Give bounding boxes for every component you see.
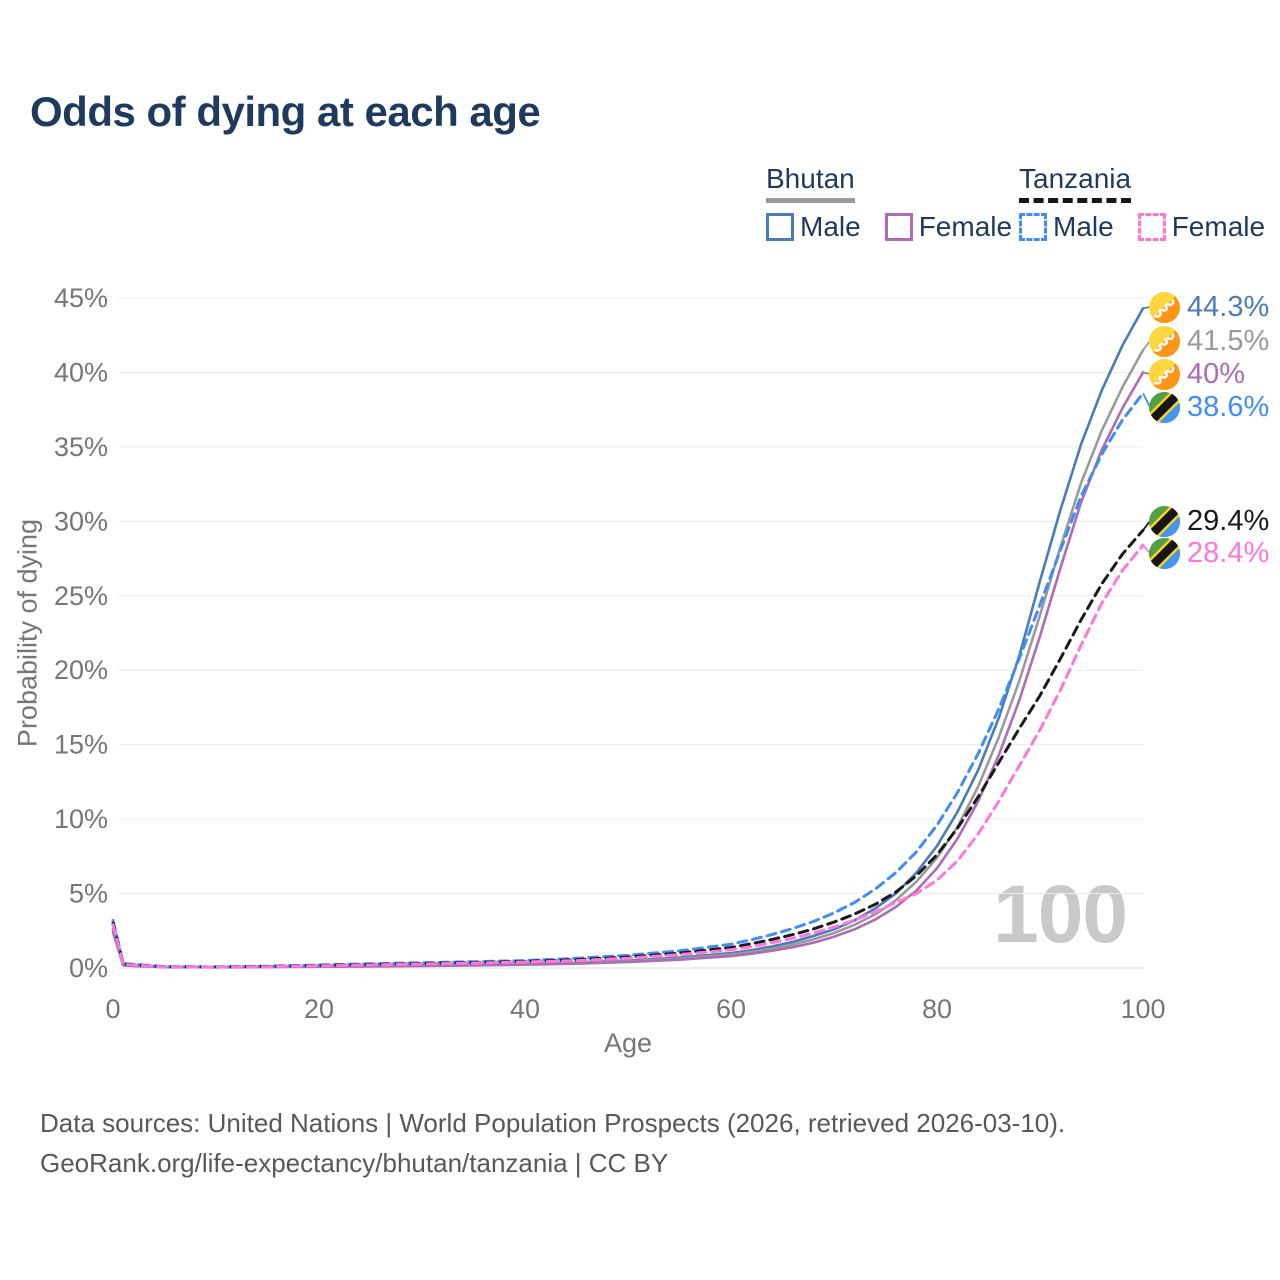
y-tick-label: 35% [54, 432, 108, 462]
end-label-value: 29.4% [1187, 504, 1270, 537]
end-label-tanzania-male: 38.6% [1149, 391, 1269, 423]
bhutan-flag-icon [1149, 358, 1180, 390]
bhutan-flag-icon [1149, 325, 1180, 357]
page-title: Odds of dying at each age [30, 88, 541, 135]
series-line-tanzania-male [111, 391, 1145, 969]
age-counter-watermark: 100 [993, 869, 1128, 960]
end-label-bhutan-female: 40% [1149, 358, 1245, 390]
end-label-bhutan-male: 44.3% [1149, 291, 1269, 323]
x-tick-label: 80 [922, 994, 952, 1024]
footer-data-sources: Data sources: United Nations | World Pop… [40, 1108, 1066, 1138]
legend-item-bhutan-female[interactable]: Female [884, 211, 1013, 243]
end-label-value: 40% [1187, 357, 1246, 390]
legend-label-tanzania-female: Female [1171, 211, 1266, 242]
bhutan-flag-icon [1149, 291, 1180, 323]
x-axis-title: Age [603, 1028, 653, 1058]
legend-header-tanzania: Tanzania [1019, 163, 1132, 203]
end-label-value: 44.3% [1187, 290, 1270, 323]
y-tick-label: 40% [54, 357, 108, 387]
bhutan-male-swatch-icon [766, 213, 794, 241]
y-axis-title: Probability of dying [12, 518, 43, 748]
x-tick-label: 40 [510, 994, 540, 1024]
series-line-tanzania-female [111, 543, 1145, 969]
series-line-bhutan-male [111, 307, 1145, 969]
x-tick-label: 100 [1120, 994, 1165, 1024]
y-tick-label: 0% [69, 953, 108, 983]
tanzania-male-swatch-icon [1019, 213, 1047, 241]
y-tick-label: 45% [54, 283, 108, 313]
legend-label-bhutan-female: Female [918, 211, 1013, 242]
x-tick-label: 60 [716, 994, 746, 1024]
y-tick-label: 10% [54, 804, 108, 834]
end-label-value: 28.4% [1187, 536, 1270, 569]
legend-label-bhutan-male: Male [800, 211, 861, 242]
tanzania-flag-icon [1149, 391, 1180, 423]
legend-label-tanzania-male: Male [1053, 211, 1114, 242]
legend-item-tanzania-female[interactable]: Female [1137, 211, 1266, 243]
end-label-value: 41.5% [1187, 324, 1270, 357]
legend-item-tanzania-male[interactable]: Male [1019, 211, 1114, 243]
y-tick-label: 5% [69, 879, 108, 909]
x-tick-label: 20 [304, 994, 334, 1024]
tanzania-flag-icon [1149, 505, 1180, 537]
end-label-tanzania-female: 28.4% [1149, 537, 1269, 569]
y-tick-label: 20% [54, 655, 108, 685]
end-label-bhutan: 41.5% [1149, 325, 1269, 357]
end-label-value: 38.6% [1187, 390, 1270, 423]
y-tick-label: 25% [54, 581, 108, 611]
tanzania-female-swatch-icon [1137, 213, 1166, 241]
legend-group-bhutan: Bhutan Male Female [766, 163, 1012, 243]
series-line-tanzania [111, 528, 1145, 969]
y-tick-label: 30% [54, 506, 108, 536]
tanzania-flag-icon [1149, 537, 1180, 569]
bhutan-female-swatch-icon [884, 213, 913, 241]
legend-item-bhutan-male[interactable]: Male [766, 211, 861, 243]
y-tick-label: 15% [54, 730, 108, 760]
end-label-tanzania: 29.4% [1149, 505, 1269, 537]
footer-attribution: GeoRank.org/life-expectancy/bhutan/tanza… [40, 1148, 669, 1178]
series-line-bhutan-female [111, 371, 1145, 969]
x-tick-label: 0 [105, 994, 120, 1024]
legend-group-tanzania: Tanzania Male Female [1019, 163, 1265, 243]
series-line-bhutan [111, 348, 1145, 969]
legend-header-bhutan: Bhutan [766, 163, 855, 203]
